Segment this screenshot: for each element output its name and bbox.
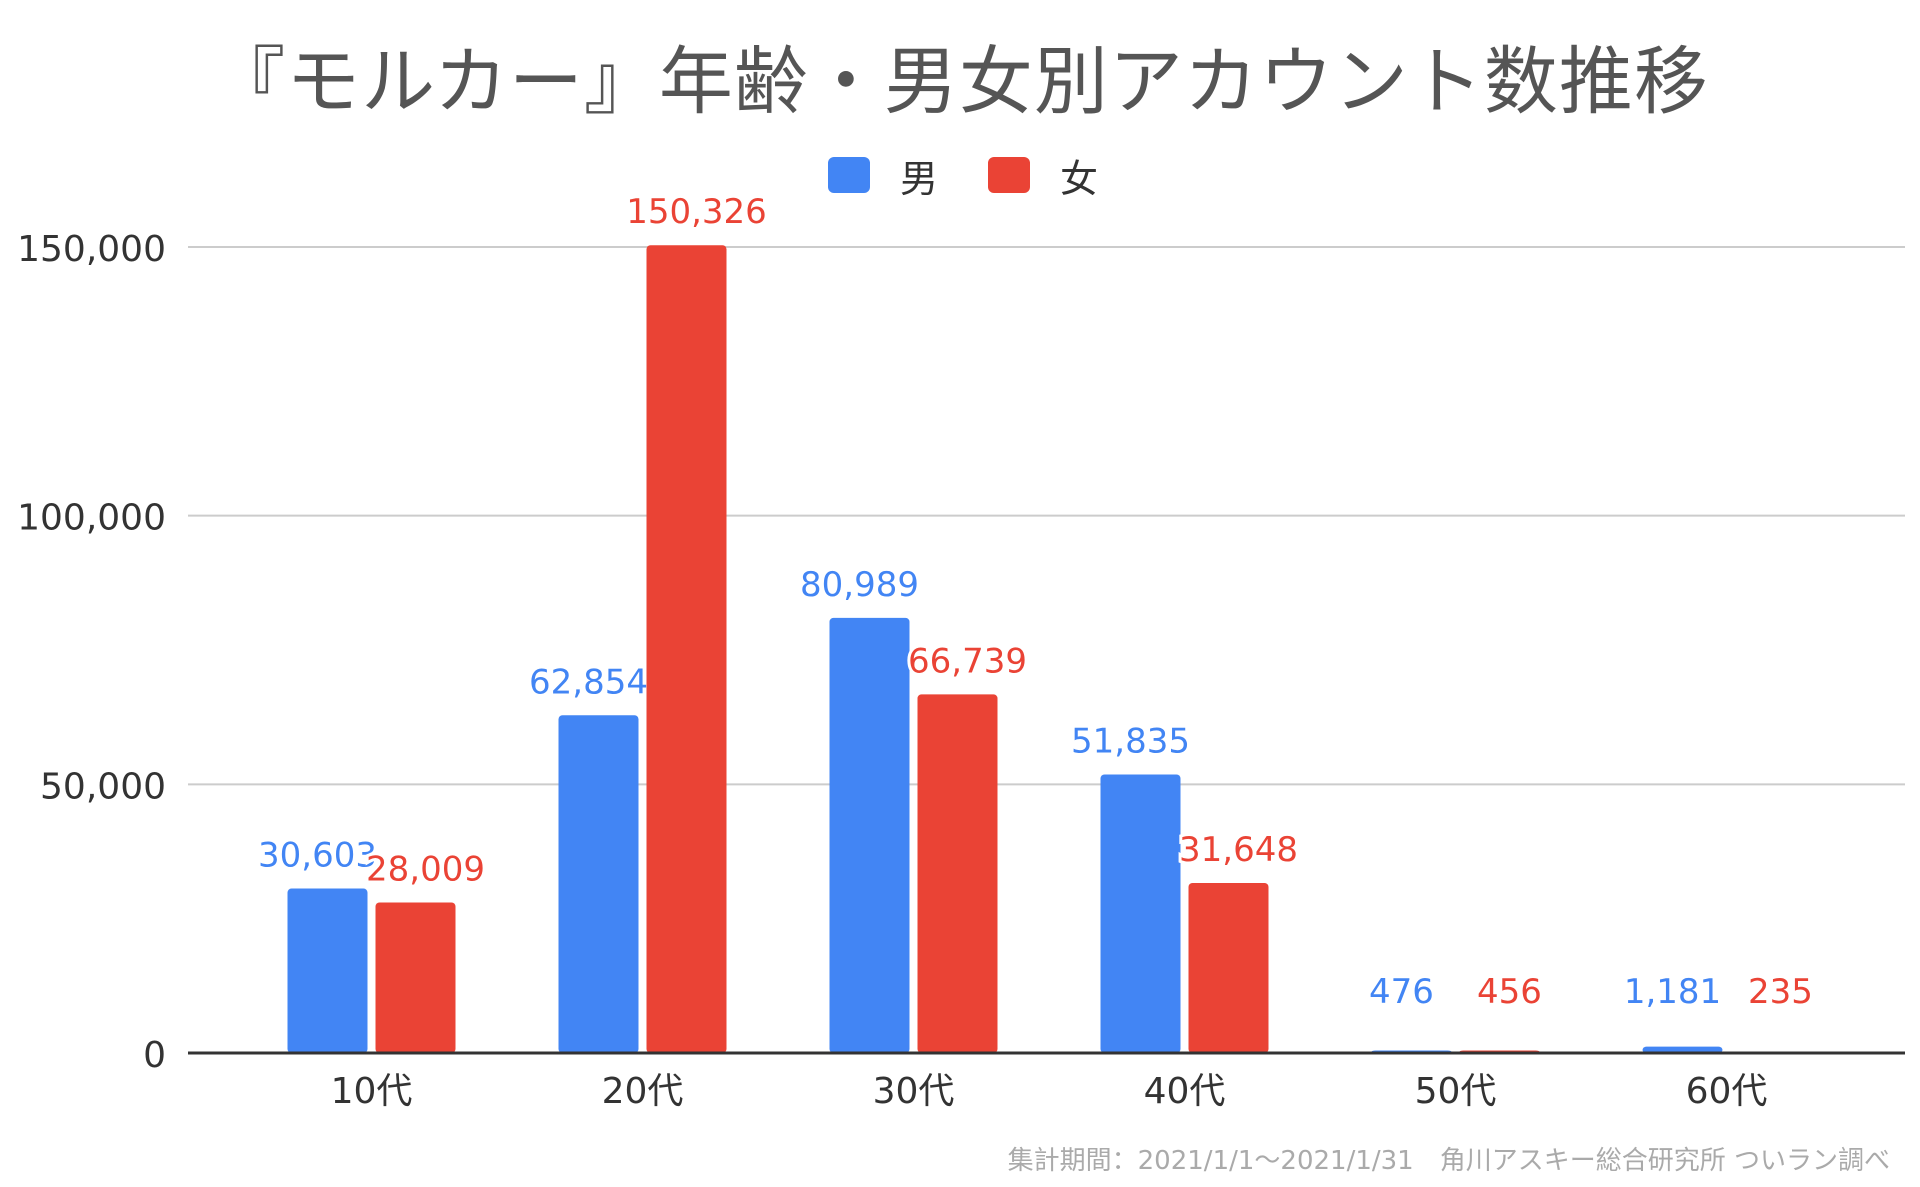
chart-title: 『モルカー』年齢・男女別アカウント数推移 bbox=[211, 39, 1709, 125]
bar-male bbox=[1100, 774, 1181, 1053]
x-tick-label: 30代 bbox=[873, 1071, 955, 1112]
y-tick-label: 0 bbox=[143, 1035, 166, 1076]
bar-male bbox=[829, 617, 910, 1053]
bar-female bbox=[1188, 882, 1269, 1053]
bar-male bbox=[1642, 1046, 1723, 1053]
data-label-female: 150,326 bbox=[626, 192, 767, 232]
data-label-male: 80,989 bbox=[800, 565, 919, 605]
x-tick-label: 60代 bbox=[1686, 1071, 1768, 1112]
bar-female bbox=[375, 902, 456, 1053]
data-label-female: 456 bbox=[1477, 972, 1542, 1012]
legend-item-female: 女 bbox=[988, 150, 1099, 201]
x-tick-label: 20代 bbox=[602, 1071, 684, 1112]
bar-female bbox=[917, 694, 998, 1053]
x-tick-label: 40代 bbox=[1144, 1071, 1226, 1112]
y-tick-label: 100,000 bbox=[17, 498, 166, 539]
data-label-female: 31,648 bbox=[1179, 830, 1298, 870]
x-tick-label: 50代 bbox=[1415, 1071, 1497, 1112]
data-label-male: 1,181 bbox=[1624, 972, 1721, 1012]
legend-swatch-male bbox=[828, 157, 870, 193]
legend-label-male: 男 bbox=[900, 156, 939, 201]
bar-male bbox=[287, 888, 368, 1053]
source-note: 集計期間：2021/1/1～2021/1/31 角川アスキー総合研究所 ついラン… bbox=[1007, 1146, 1890, 1176]
legend-swatch-female bbox=[988, 157, 1030, 193]
legend-item-male: 男 bbox=[828, 150, 939, 201]
bar-female bbox=[646, 245, 727, 1053]
data-label-male: 30,603 bbox=[258, 836, 377, 876]
legend: 男 女 bbox=[0, 150, 1920, 201]
data-label-male: 476 bbox=[1369, 972, 1434, 1012]
y-tick-label: 150,000 bbox=[17, 229, 166, 270]
legend-label-female: 女 bbox=[1060, 156, 1099, 201]
data-label-female: 235 bbox=[1748, 972, 1813, 1012]
x-tick-label: 10代 bbox=[331, 1071, 413, 1112]
data-label-female: 28,009 bbox=[366, 849, 485, 889]
bar-male bbox=[558, 715, 639, 1053]
data-label-female: 66,739 bbox=[908, 641, 1027, 681]
data-label-male: 62,854 bbox=[529, 662, 648, 702]
y-tick-label: 50,000 bbox=[40, 766, 166, 807]
data-label-male: 51,835 bbox=[1071, 721, 1190, 761]
